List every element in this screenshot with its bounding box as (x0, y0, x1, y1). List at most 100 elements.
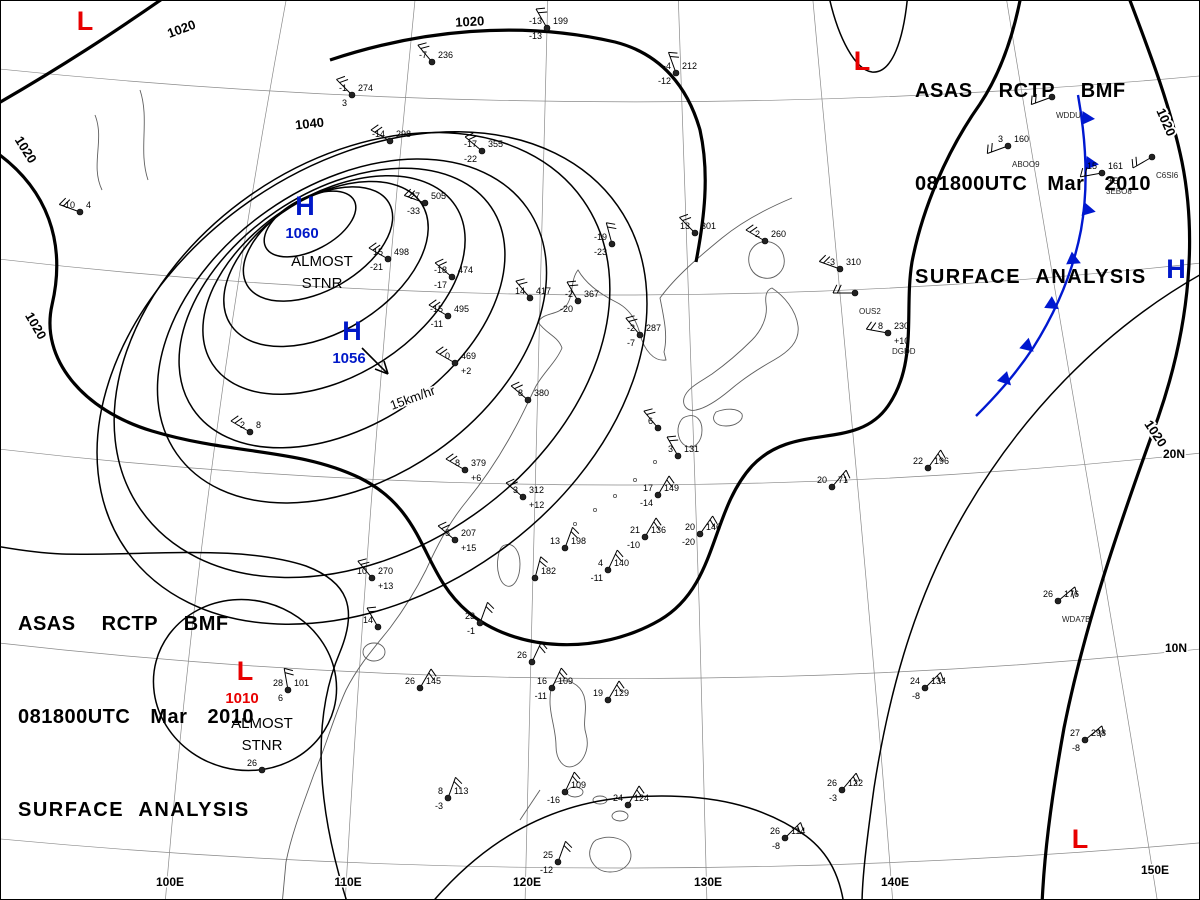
wind-barb-feather-icon (986, 144, 989, 154)
station-pressure: 114 (791, 826, 805, 836)
wind-barb-feather-icon (940, 449, 946, 459)
wind-barb-feather-icon (618, 680, 625, 689)
station-temp: 8 (878, 321, 883, 331)
parallel-line (0, 68, 1200, 103)
wind-barb-icon (515, 280, 529, 297)
station-pressure: 160 (1014, 134, 1029, 144)
wind-barb-feather-icon (573, 771, 581, 780)
station-circle-icon (374, 623, 382, 631)
station-circle-icon (828, 483, 836, 491)
wind-barb-feather-icon (559, 671, 566, 680)
station-circle-icon (838, 786, 846, 794)
station-temp: 26 (517, 650, 527, 660)
coastlines (94, 89, 799, 900)
station-circle-icon (696, 530, 704, 538)
station-temp: 27 (1070, 728, 1080, 738)
wind-barb-feather-icon (653, 521, 660, 530)
parallel-line (0, 448, 1200, 486)
station-circle-icon (1098, 169, 1106, 177)
pressure-value: 1010 (225, 690, 258, 707)
pressure-center-l: L (1072, 824, 1089, 854)
cold-front-triangle (1085, 156, 1099, 170)
wind-barb-icon (819, 261, 838, 269)
station-circle-icon (1081, 736, 1089, 744)
chart-type: SURFACE ANALYSIS (18, 799, 250, 821)
wind-barb-icon (625, 317, 639, 334)
station-circle-icon (654, 424, 662, 432)
wind-barb-feather-icon (420, 45, 430, 50)
wind-barb-feather-icon (336, 75, 346, 80)
longitude-label: 150E (1141, 863, 1169, 877)
station-tendency: +13 (378, 581, 393, 591)
station-temp: 13 (680, 221, 690, 231)
station-circle-icon (246, 428, 254, 436)
wind-barb-icon (629, 785, 640, 803)
motion-arrow (361, 347, 389, 375)
wind-barb-feather-icon (669, 55, 679, 58)
station-plot: -18 474 -17 (434, 258, 473, 290)
pressure-letter: L (1072, 824, 1089, 854)
wind-barb-feather-icon (432, 301, 441, 308)
station-circle-icon (76, 208, 84, 216)
pressure-value: 1056 (332, 350, 365, 367)
station-pressure: 109 (558, 676, 573, 686)
hainan-island (362, 642, 386, 662)
wind-barb-feather-icon (745, 224, 754, 231)
station-temp: -17 (464, 139, 477, 149)
wind-barb-icon (421, 668, 432, 686)
station-dewpoint: -11 (591, 573, 603, 583)
pressure-note: ALMOST (291, 253, 353, 270)
longitude-label: 140E (881, 875, 909, 889)
wind-barb-feather-icon (518, 281, 528, 286)
wind-barb-feather-icon (284, 672, 294, 676)
honshu-island (683, 287, 799, 411)
pressure-note: STNR (302, 275, 343, 292)
station-pressure: 8 (256, 420, 261, 430)
station-temp: 20 (817, 475, 827, 485)
station-plot: -4 212 -12 (658, 51, 697, 86)
station-pressure: 505 (431, 191, 446, 201)
parallel-line (0, 642, 1200, 679)
station-pressure: 124 (634, 793, 649, 803)
station-pressure: 146 (706, 522, 721, 532)
station-plot: 20 146 -20 (682, 515, 721, 547)
pressure-letter: L (854, 46, 871, 76)
latitude-label: 10N (1165, 641, 1187, 655)
station-circle-icon (519, 493, 527, 501)
wind-barb-feather-icon (666, 435, 677, 438)
station-pressure: 145 (426, 676, 441, 686)
station-pressure: 122 (848, 778, 863, 788)
wind-barb-feather-icon (437, 521, 447, 527)
cold-front-triangle (1066, 251, 1081, 265)
station-temp: 26 (405, 676, 415, 686)
station-plot: 8 380 (510, 381, 549, 404)
pressure-value: 1060 (285, 225, 318, 242)
station-circle-icon (921, 684, 929, 692)
station-pressure: 4 (86, 200, 91, 210)
station-plot: 27 298 -8 (1070, 725, 1106, 753)
station-temp: -27 (407, 191, 420, 201)
parallel-line (0, 258, 1200, 296)
station-plot: -13 199 -13 (529, 7, 568, 41)
wind-barb-icon (435, 351, 453, 362)
station-pressure: 367 (584, 289, 599, 299)
wind-barb-feather-icon (455, 776, 463, 785)
wind-barb-feather-icon (870, 322, 877, 331)
station-circle-icon (654, 491, 662, 499)
station-temp: 5 (445, 528, 450, 538)
wind-barb-feather-icon (937, 453, 944, 462)
wind-barb-icon (666, 436, 677, 454)
isobar-1010-low (152, 598, 338, 772)
station-temp: 26 (770, 826, 780, 836)
station-circle-icon (428, 58, 436, 66)
station-temp: 4 (598, 558, 603, 568)
station-temp: 23 (465, 611, 475, 621)
station-circle-icon (444, 794, 452, 802)
isobar-label: 1020 (12, 133, 40, 165)
station-dewpoint: -12 (658, 76, 671, 86)
isobar-ring (113, 131, 611, 579)
station-plot: 8 379 +6 (445, 453, 486, 483)
station-dewpoint: -23 (594, 247, 607, 257)
